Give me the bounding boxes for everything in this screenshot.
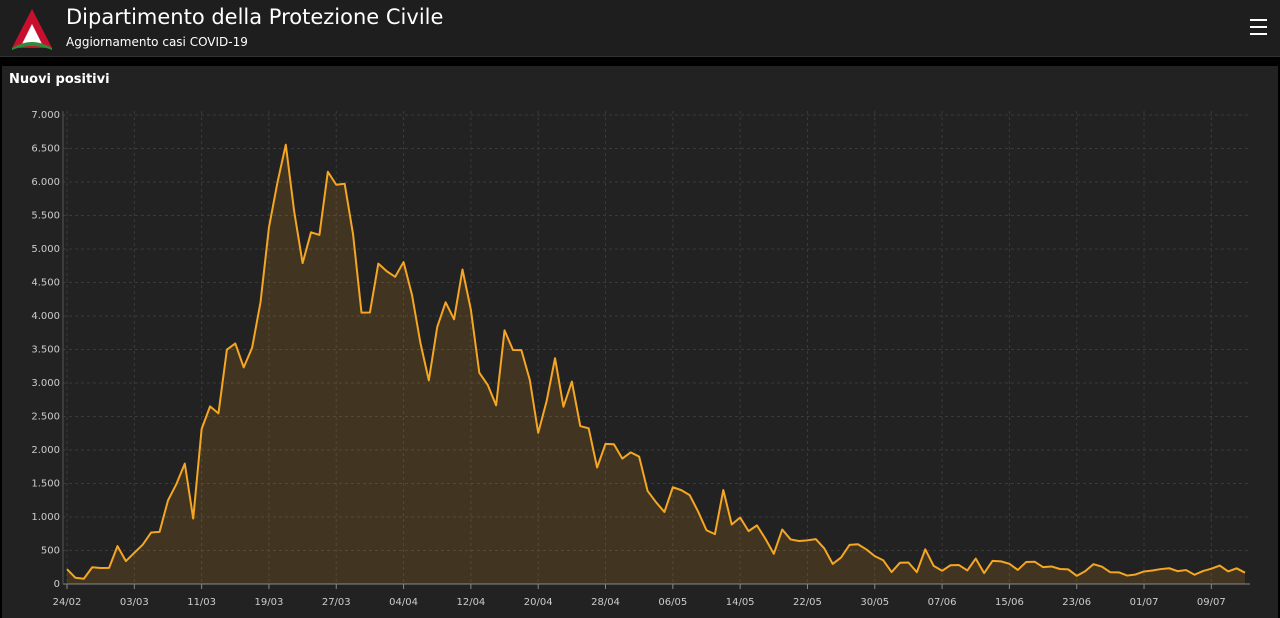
x-tick-label: 14/05	[726, 597, 755, 608]
chart-panel: Nuovi positivi 0 500 1.000 1.500 2.000 2.500 3…	[2, 66, 1278, 618]
x-tick-label: 19/03	[255, 597, 284, 608]
x-tick-label: 22/05	[793, 597, 822, 608]
x-tick-label: 27/03	[322, 597, 351, 608]
y-tick-label: 4.000	[31, 311, 60, 322]
y-tick-label: 5.000	[31, 244, 60, 255]
y-tick-label: 2.000	[31, 445, 60, 456]
y-tick-label: 0	[54, 579, 60, 590]
x-tick-label: 12/04	[456, 597, 485, 608]
y-tick-label: 6.500	[31, 144, 60, 155]
x-tick-label: 07/06	[928, 597, 957, 608]
app-title: Dipartimento della Protezione Civile	[66, 5, 444, 29]
x-tick-label: 23/06	[1062, 597, 1091, 608]
y-tick-label: 3.500	[31, 345, 60, 356]
chart-title: Nuovi positivi	[9, 72, 110, 87]
x-tick-label: 06/05	[658, 597, 687, 608]
x-tick-label: 11/03	[187, 597, 216, 608]
y-tick-label: 2.500	[31, 412, 60, 423]
x-tick-label: 30/05	[860, 597, 889, 608]
line	[66, 143, 1246, 580]
y-tick-label: 3.000	[31, 378, 60, 389]
x-tick-label: 15/06	[995, 597, 1024, 608]
x-tick-label: 24/02	[53, 597, 82, 608]
x-tick-label: 04/04	[389, 597, 418, 608]
x-tick-label: 28/04	[591, 597, 620, 608]
y-tick-label: 500	[41, 546, 60, 557]
x-tick-label: 09/07	[1197, 597, 1226, 608]
x-tick-label: 03/03	[120, 597, 149, 608]
menu-button[interactable]	[1249, 18, 1269, 36]
logo	[12, 9, 52, 50]
y-tick-label: 6.000	[31, 177, 60, 188]
y-tick-label: 4.500	[31, 278, 60, 289]
header: Dipartimento della Protezione Civile Agg…	[0, 0, 1280, 57]
chart: 0 500 1.000 1.500 2.000 2.500 3.000 3.500 4.000 4…	[31, 110, 1250, 608]
y-tick-label: 7.000	[31, 110, 60, 121]
y-tick-label: 5.500	[31, 211, 60, 222]
app-subtitle: Aggiornamento casi COVID-19	[66, 35, 248, 49]
area	[67, 144, 1245, 584]
x-tick-label: 20/04	[524, 597, 553, 608]
y-tick-label: 1.000	[31, 512, 60, 523]
x-tick-label: 01/07	[1130, 597, 1159, 608]
y-tick-label: 1.500	[31, 479, 60, 490]
